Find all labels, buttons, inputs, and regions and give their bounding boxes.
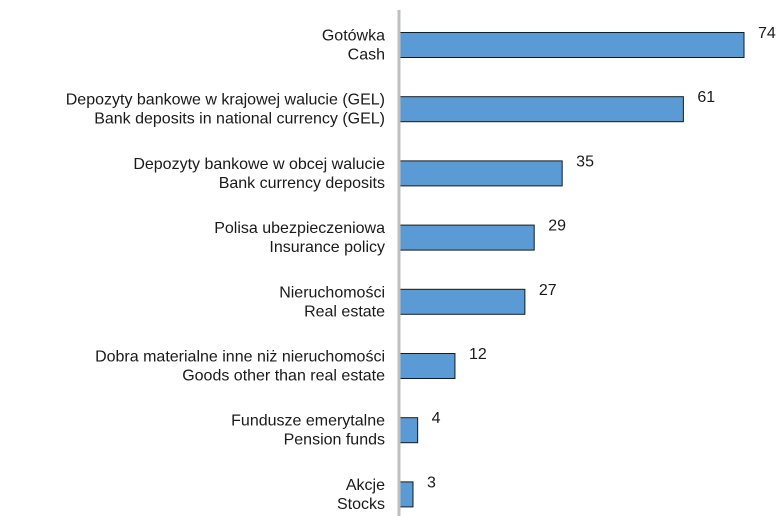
category-label-line2: Bank currency deposits [219, 175, 385, 192]
category-label-line1: Dobra materialne inne niż nieruchomości [95, 349, 385, 366]
category-label-0: Gotówka Cash [322, 28, 385, 64]
category-label-line2: Pension funds [284, 432, 385, 449]
category-label-line2: Real estate [304, 303, 385, 320]
category-label-line2: Bank deposits in national currency (GEL) [94, 111, 385, 128]
value-label-6: 4 [432, 410, 441, 427]
bars [398, 32, 745, 508]
value-label-5: 12 [469, 346, 487, 363]
category-label-line1: Gotówka [322, 28, 385, 45]
category-label-line1: Nieruchomości [279, 284, 385, 301]
bar-4 [398, 288, 526, 315]
value-label-3: 29 [548, 218, 566, 235]
value-label-0: 74 [758, 25, 776, 42]
value-label-4: 27 [539, 282, 557, 299]
bar-7 [398, 481, 414, 508]
value-label-2: 35 [576, 153, 594, 170]
bar-1 [398, 96, 684, 123]
bar-3 [398, 224, 535, 251]
category-label-line1: Polisa ubezpieczeniowa [214, 220, 385, 237]
bar-0 [398, 32, 745, 58]
bar-2 [398, 160, 563, 187]
category-label-3: Polisa ubezpieczeniowa Insurance policy [214, 220, 385, 256]
value-label-7: 3 [427, 474, 436, 491]
category-label-4: Nieruchomości Real estate [279, 284, 385, 320]
value-labels: 74 61 35 29 27 12 4 3 [427, 25, 776, 491]
value-label-1: 61 [697, 89, 715, 106]
category-label-line2: Goods other than real estate [182, 368, 385, 385]
category-label-line1: Akcje [346, 477, 385, 494]
bar-5 [398, 353, 456, 379]
category-label-2: Depozyty bankowe w obcej walucie Bank cur… [133, 156, 385, 192]
category-labels: Gotówka Cash Depozyty bankowe w krajowej w… [66, 28, 385, 513]
category-label-line1: Fundusze emerytalne [231, 413, 385, 430]
category-label-line1: Depozyty bankowe w krajowej walucie (GEL… [66, 92, 385, 109]
category-label-line2: Cash [348, 47, 385, 64]
category-label-5: Dobra materialne inne niż nieruchomości G… [95, 349, 385, 385]
bar-6 [398, 417, 419, 444]
category-label-line2: Insurance policy [269, 239, 385, 256]
category-label-line2: Stocks [337, 496, 385, 513]
category-label-6: Fundusze emerytalne Pension funds [231, 413, 385, 449]
category-label-1: Depozyty bankowe w krajowej walucie (GEL… [66, 92, 385, 128]
category-label-7: Akcje Stocks [337, 477, 385, 513]
category-label-line1: Depozyty bankowe w obcej walucie [133, 156, 385, 173]
